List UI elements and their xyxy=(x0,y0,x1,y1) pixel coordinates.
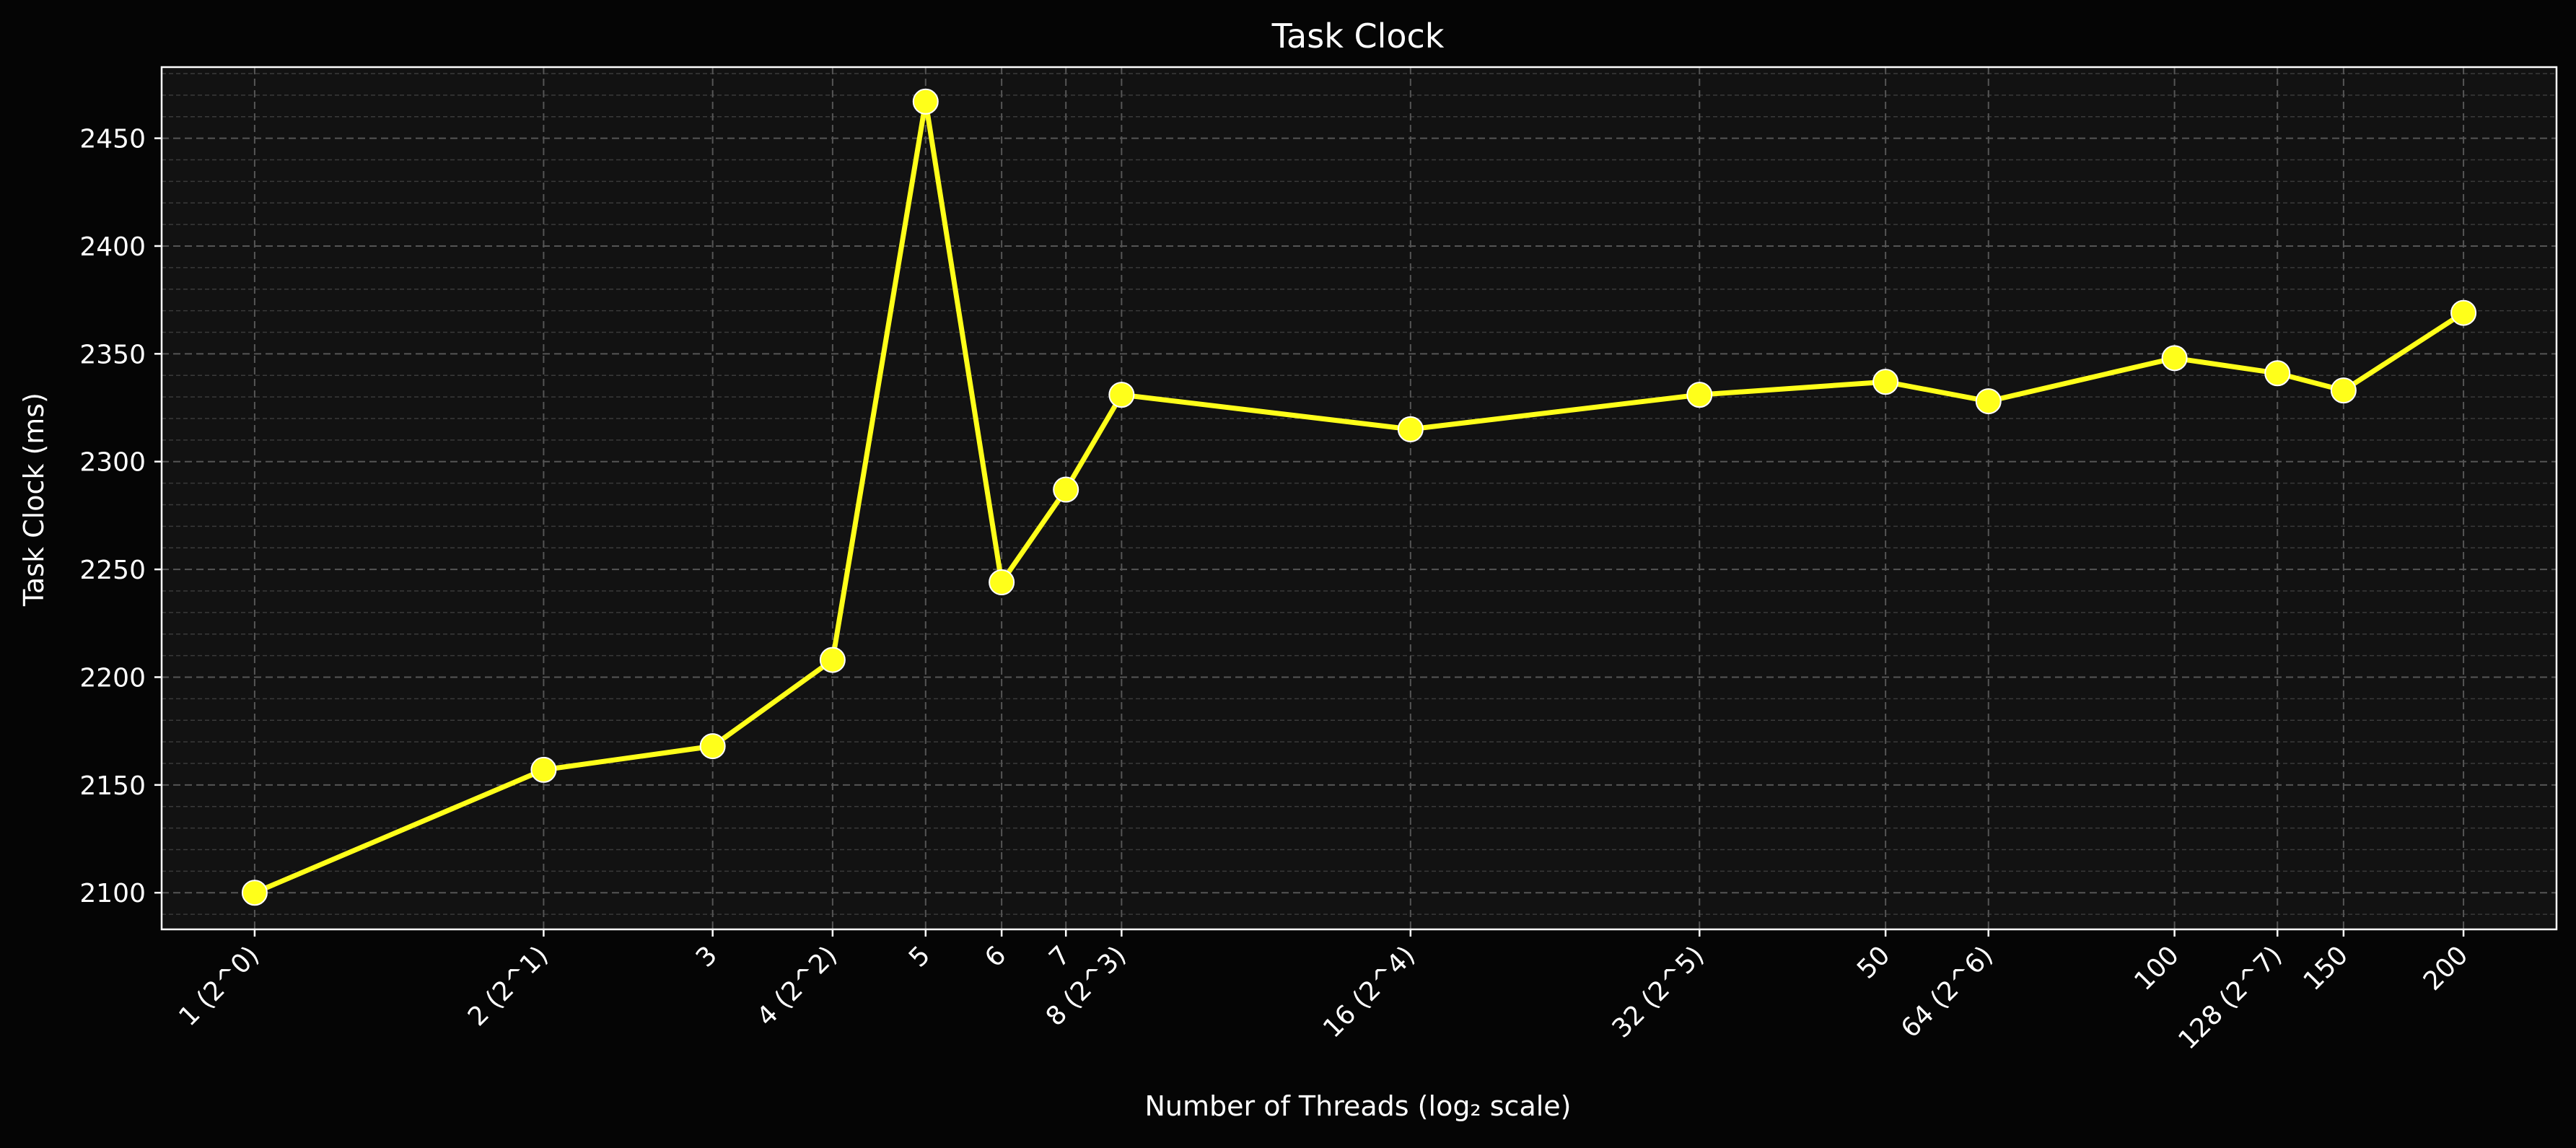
y-tick-label: 2150 xyxy=(79,771,146,801)
data-point xyxy=(1397,416,1424,442)
data-point xyxy=(1975,388,2002,415)
y-tick-label: 2250 xyxy=(79,556,146,585)
y-tick-label: 2100 xyxy=(79,879,146,908)
plot-area xyxy=(162,67,2557,929)
y-axis: 2100 2150 2200 2250 2300 2350 2400 2450 xyxy=(79,125,162,908)
plot-frame xyxy=(160,66,2558,931)
data-point xyxy=(2450,299,2477,326)
data-point xyxy=(1872,369,1899,395)
series-layer xyxy=(241,88,2477,906)
data-point xyxy=(819,647,846,673)
data-point xyxy=(2161,345,2188,372)
data-point xyxy=(241,880,268,906)
data-point xyxy=(912,88,939,115)
data-point xyxy=(699,733,726,760)
y-tick-label: 2350 xyxy=(79,340,146,369)
y-tick-label: 2200 xyxy=(79,663,146,693)
data-point xyxy=(989,569,1015,596)
y-tick-label: 2300 xyxy=(79,448,146,478)
y-tick-label: 2400 xyxy=(79,232,146,262)
minor-grid xyxy=(162,73,2557,915)
y-tick-label: 2450 xyxy=(79,125,146,154)
x-axis-label: Number of Threads (log₂ scale) xyxy=(1145,1090,1572,1122)
data-point xyxy=(1686,382,1713,408)
data-point xyxy=(1053,476,1079,503)
series-line xyxy=(253,99,2466,895)
y-axis-label: Task Clock (ms) xyxy=(18,393,50,607)
data-point xyxy=(1108,382,1135,408)
major-grid xyxy=(162,67,2557,929)
data-point xyxy=(530,756,557,783)
data-point xyxy=(2330,377,2357,404)
chart-title: Task Clock xyxy=(1271,17,1445,56)
data-point xyxy=(2264,360,2291,387)
